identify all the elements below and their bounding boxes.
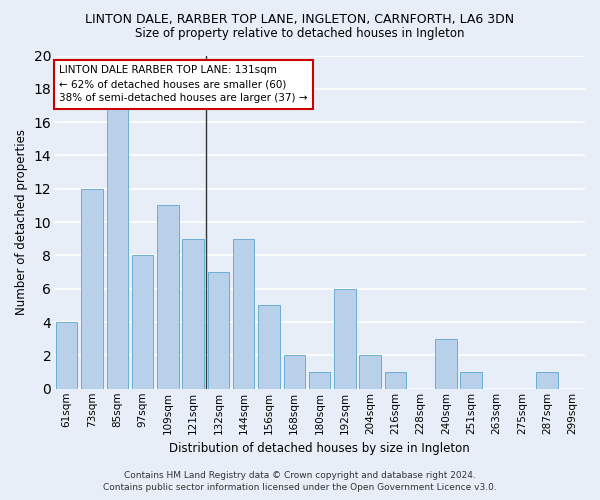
Bar <box>157 206 179 389</box>
Bar <box>258 306 280 389</box>
Bar <box>107 106 128 389</box>
Bar <box>385 372 406 389</box>
Bar <box>182 239 204 389</box>
Bar <box>334 289 356 389</box>
Bar <box>81 189 103 389</box>
Bar <box>284 356 305 389</box>
Bar <box>460 372 482 389</box>
Text: LINTON DALE RARBER TOP LANE: 131sqm
← 62% of detached houses are smaller (60)
38: LINTON DALE RARBER TOP LANE: 131sqm ← 62… <box>59 66 308 104</box>
Bar <box>435 339 457 389</box>
Bar <box>208 272 229 389</box>
Text: LINTON DALE, RARBER TOP LANE, INGLETON, CARNFORTH, LA6 3DN: LINTON DALE, RARBER TOP LANE, INGLETON, … <box>85 12 515 26</box>
Bar <box>309 372 330 389</box>
Text: Contains HM Land Registry data © Crown copyright and database right 2024.
Contai: Contains HM Land Registry data © Crown c… <box>103 471 497 492</box>
Text: Size of property relative to detached houses in Ingleton: Size of property relative to detached ho… <box>135 28 465 40</box>
Bar <box>359 356 381 389</box>
X-axis label: Distribution of detached houses by size in Ingleton: Distribution of detached houses by size … <box>169 442 470 455</box>
Bar <box>132 256 154 389</box>
Bar <box>536 372 558 389</box>
Bar <box>233 239 254 389</box>
Y-axis label: Number of detached properties: Number of detached properties <box>15 129 28 315</box>
Bar <box>56 322 77 389</box>
